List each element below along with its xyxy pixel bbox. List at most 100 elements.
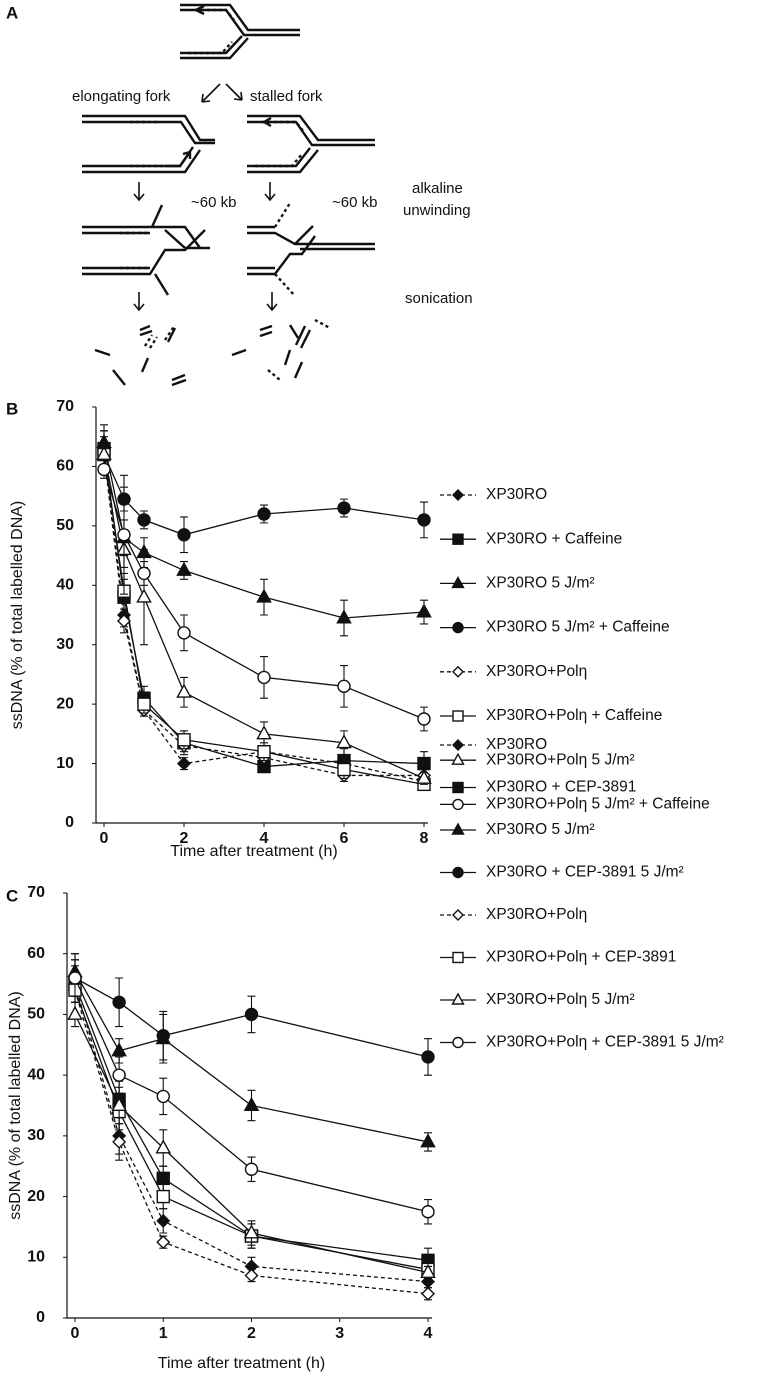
marker (452, 951, 464, 964)
y-tick-label: 0 (36, 1309, 45, 1326)
marker (420, 1263, 436, 1278)
diagram-label: ~60 kb (191, 194, 236, 211)
marker (417, 513, 431, 527)
x-axis-title: Time after treatment (h) (170, 843, 337, 860)
marker (452, 798, 464, 811)
y-tick-label: 40 (27, 1066, 45, 1083)
x-tick-label: 3 (335, 1325, 344, 1342)
marker (177, 528, 191, 542)
x-tick-label: 2 (247, 1325, 256, 1342)
diagram-label: ~60 kb (332, 194, 377, 211)
marker (155, 1139, 172, 1154)
y-axis-title: ssDNA (% of total labelled DNA) (7, 991, 24, 1220)
marker (112, 1134, 127, 1149)
legend-label: XP30RO+Polη 5 J/m² (486, 991, 635, 1008)
marker (452, 781, 464, 794)
marker (417, 756, 431, 771)
x-tick-label: 8 (420, 830, 429, 847)
marker (336, 609, 352, 624)
legend-label: XP30RO 5 J/m² + Caffeine (486, 619, 670, 636)
marker (451, 822, 465, 835)
marker (137, 566, 151, 581)
y-tick-label: 30 (27, 1127, 45, 1144)
legend-label: XP30RO+Polη (486, 663, 587, 680)
marker (243, 1224, 260, 1239)
legend-label: XP30RO+Polη + CEP-3891 (486, 949, 676, 966)
marker (451, 752, 465, 765)
legend-label: XP30RO (486, 486, 547, 503)
legend-label: XP30RO+Polη (486, 906, 587, 923)
legend-label: XP30RO+Polη 5 J/m² (486, 751, 635, 768)
diagram-label: alkaline (412, 180, 463, 197)
x-tick-label: 0 (100, 830, 109, 847)
panel-label: B (6, 399, 18, 418)
marker (156, 1089, 170, 1104)
marker (416, 603, 432, 618)
y-tick-label: 0 (65, 814, 74, 831)
marker (421, 1286, 435, 1301)
y-tick-label: 10 (27, 1249, 45, 1266)
marker (97, 462, 111, 477)
marker (451, 992, 465, 1005)
marker (257, 507, 271, 521)
y-tick-label: 20 (27, 1188, 45, 1205)
marker (257, 744, 271, 759)
x-tick-label: 1 (159, 1325, 168, 1342)
legend-label: XP30RO+Polη 5 J/m² + Caffeine (486, 795, 710, 812)
marker (336, 734, 352, 749)
marker (244, 1162, 259, 1176)
marker (112, 1068, 126, 1082)
marker (421, 1205, 435, 1219)
marker (256, 725, 272, 740)
x-tick-label: 4 (424, 1325, 433, 1342)
marker (257, 670, 271, 685)
marker (417, 712, 431, 726)
marker (452, 621, 464, 634)
y-tick-label: 50 (56, 517, 74, 534)
diagram-label: sonication (405, 290, 473, 307)
marker (416, 769, 432, 784)
x-tick-label: 4 (260, 830, 269, 847)
marker (452, 665, 464, 678)
marker (452, 533, 464, 545)
y-tick-label: 60 (56, 458, 74, 475)
legend-label: XP30RO + Caffeine (486, 530, 622, 547)
marker (176, 683, 192, 698)
marker (137, 513, 151, 527)
fork-diagram: elongating fork stalled fork ~60 kb ~60 … (72, 3, 473, 387)
marker (337, 679, 351, 694)
y-tick-label: 70 (56, 398, 74, 415)
marker (256, 588, 272, 603)
legend-label: XP30RO+Polη + CEP-3891 5 J/m² (486, 1034, 724, 1051)
marker (156, 1235, 171, 1250)
marker (136, 588, 152, 603)
marker (452, 909, 464, 921)
marker (156, 1213, 171, 1228)
marker (177, 756, 191, 771)
y-tick-label: 40 (56, 577, 74, 594)
marker (67, 1005, 83, 1020)
marker (452, 739, 464, 751)
marker (176, 561, 192, 576)
x-tick-label: 0 (71, 1325, 80, 1342)
marker (137, 697, 151, 711)
marker (177, 733, 191, 747)
diagram-label: unwinding (403, 202, 471, 219)
marker (337, 501, 351, 515)
marker (156, 1028, 170, 1043)
x-tick-label: 2 (180, 830, 189, 847)
diagram-label: stalled fork (250, 88, 323, 105)
y-tick-label: 50 (27, 1006, 45, 1023)
marker (244, 1007, 259, 1022)
y-tick-label: 10 (56, 755, 74, 772)
marker (452, 710, 464, 722)
marker (337, 762, 351, 777)
y-axis-title: ssDNA (% of total labelled DNA) (9, 501, 26, 730)
marker (156, 1171, 170, 1186)
marker (177, 626, 191, 640)
y-tick-label: 60 (27, 945, 45, 962)
marker (68, 971, 82, 985)
marker (452, 1036, 464, 1049)
x-axis-title: Time after treatment (h) (158, 1355, 325, 1372)
